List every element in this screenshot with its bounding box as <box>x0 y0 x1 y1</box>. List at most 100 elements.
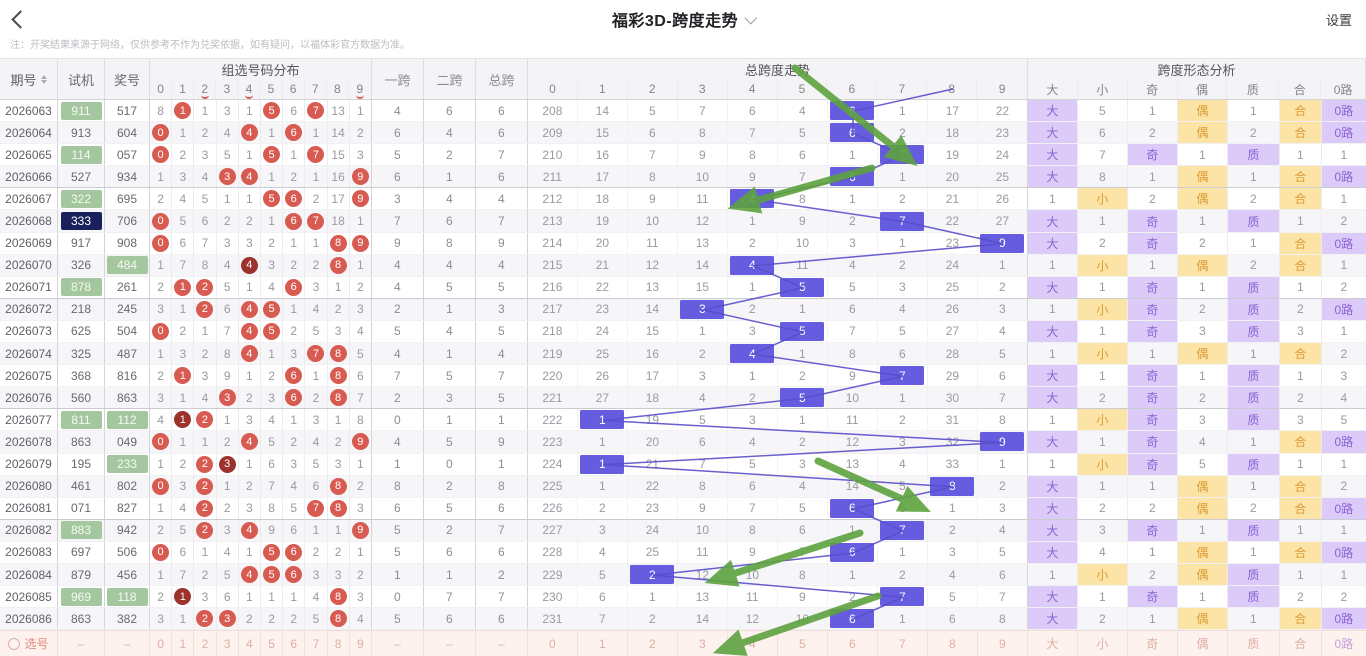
analysis-cell: 1 <box>1178 519 1228 541</box>
winning-digit-circle: 6 <box>285 212 303 230</box>
select-analysis-cell[interactable]: 合 <box>1280 631 1322 656</box>
shiji-cell: 218 <box>58 298 105 320</box>
analysis-cell: 奇 <box>1127 431 1178 453</box>
walk-cell: 2 <box>778 431 828 453</box>
dist-cell: 2 <box>150 519 173 541</box>
select-analysis-cell[interactable]: 奇 <box>1128 631 1178 656</box>
winning-digit-circle: 0 <box>152 124 170 142</box>
select-analysis-cell[interactable]: 0路 <box>1334 637 1354 651</box>
span-value-cell: 2 <box>476 563 528 586</box>
select-walk-digit[interactable]: 1 <box>578 631 628 656</box>
select-dist-digit[interactable]: 7 <box>305 631 328 656</box>
walk-cell: 2 <box>878 188 928 210</box>
select-analysis-cell[interactable]: 大 <box>1028 631 1078 656</box>
walk-cell: 225 <box>528 475 578 497</box>
select-walk-digit[interactable]: 6 <box>828 631 878 656</box>
dist-cell: 6 <box>283 100 306 122</box>
analysis-cell: 1 <box>1078 475 1128 497</box>
walk-cell: 1 <box>878 387 928 409</box>
analysis-cell: 质 <box>1227 453 1280 475</box>
table-row: 2026066 527 934 1 3 4 3 4 1 2 1 16 9 6 1 6 211 17 8 10 9 7 6 1 2… <box>0 166 1366 189</box>
walk-cell: 6 <box>728 475 778 497</box>
dist-cell: 9 <box>350 232 372 254</box>
span-hit-cell: 1 <box>580 410 625 430</box>
dist-cell: 1 <box>150 453 173 475</box>
span-value-cell: 4 <box>372 100 424 122</box>
back-button[interactable] <box>11 4 44 34</box>
analysis-cell: 2 <box>1340 589 1348 604</box>
winning-digit-circle: 0 <box>152 146 170 164</box>
select-dist-digit[interactable]: 5 <box>261 631 284 656</box>
analysis-cell: 1 <box>1340 191 1348 206</box>
dist-cell: 6 <box>217 586 239 608</box>
analysis-cell: 小 <box>1077 254 1128 276</box>
shiji-cell: 114 <box>58 144 105 166</box>
jiang-cell: 382 <box>105 608 150 630</box>
table-footer-row: 选号 – –0 1 2 3 4 5 6 7 8 9– – –0 1 2 3 4 5 6 7 8 9 大小奇偶质合 0路 <box>0 630 1366 656</box>
dist-cell: 1 <box>172 409 195 431</box>
dist-cell: 4 <box>239 166 261 188</box>
select-analysis-cell[interactable]: 小 <box>1078 631 1128 656</box>
walk-cell: 214 <box>528 232 578 254</box>
select-walk-digit[interactable]: 2 <box>628 631 678 656</box>
dist-cell: 6 <box>283 365 306 387</box>
walk-cell: 6 <box>828 497 878 519</box>
winning-digit-circle: 0 <box>152 477 170 495</box>
table-row: 2026085 969 118 2 1 3 6 1 1 1 4 8 3 0 7 7 230 6 1 13 11 9 2 7 5 7… <box>0 586 1366 609</box>
dist-cell: 2 <box>150 365 173 387</box>
walk-cell: 3 <box>678 365 728 387</box>
span-value-cell: 9 <box>476 232 528 254</box>
span-hit-cell: 7 <box>880 211 925 231</box>
select-walk-digit[interactable]: 8 <box>928 631 978 656</box>
span-value-cell: 5 <box>424 276 476 298</box>
analysis-cell: 1 <box>1228 608 1280 630</box>
dist-cell: 2 <box>217 210 239 232</box>
select-dist-digit[interactable]: 6 <box>283 631 306 656</box>
walk-cell: 12 <box>628 254 678 276</box>
walk-cell: 5 <box>878 475 928 497</box>
walk-cell: 1 <box>578 453 628 475</box>
dist-cell: 4 <box>305 431 328 453</box>
issue-cell: 2026065 <box>0 144 58 166</box>
winning-digit-circle: 4 <box>240 566 258 584</box>
dist-cell: 1 <box>350 210 372 232</box>
walk-cell: 4 <box>828 254 878 276</box>
winning-digit-circle: 1 <box>174 102 192 120</box>
span-value-cell: 6 <box>476 497 528 519</box>
walk-cell: 2 <box>978 276 1028 298</box>
select-dist-digit[interactable]: 9 <box>350 631 372 656</box>
select-walk-digit[interactable]: 7 <box>878 631 928 656</box>
select-dist-digit[interactable]: 3 <box>217 631 239 656</box>
shiji-cell: 811 <box>58 409 105 431</box>
issue-cell: 2026083 <box>0 541 58 563</box>
select-dist-digit[interactable]: 2 <box>194 631 217 656</box>
winning-digit-circle: 9 <box>351 521 369 539</box>
walk-cell: 24 <box>928 254 978 276</box>
walk-cell: 24 <box>628 519 678 541</box>
select-row-label[interactable]: 选号 <box>0 631 58 656</box>
issue-cell: 2026072 <box>0 298 58 320</box>
select-dist-digit[interactable]: 0 <box>150 631 173 656</box>
select-dist-digit[interactable]: 4 <box>239 631 261 656</box>
select-analysis-cell[interactable]: 质 <box>1228 631 1280 656</box>
select-analysis-cell[interactable]: 偶 <box>1178 631 1228 656</box>
select-dist-digit[interactable]: 8 <box>328 631 350 656</box>
select-walk-digit[interactable]: 9 <box>978 631 1028 656</box>
analysis-cell: 2 <box>1280 586 1322 608</box>
select-walk-digit[interactable]: 3 <box>678 631 728 656</box>
dist-cell: 7 <box>305 210 328 232</box>
select-dist-digit[interactable]: 1 <box>172 631 195 656</box>
walk-cell: 22 <box>928 210 978 232</box>
page-title[interactable]: 福彩3D-跨度走势 <box>612 7 758 31</box>
dist-cell: 1 <box>150 497 173 519</box>
walk-cell: 19 <box>928 144 978 166</box>
winning-digit-circle: 8 <box>329 389 347 407</box>
span-value-cell: 4 <box>372 276 424 298</box>
settings-button[interactable]: 设置 <box>1325 12 1352 28</box>
dist-cell: 7 <box>305 100 328 122</box>
col-header-issue[interactable]: 期号 <box>0 59 58 99</box>
jiang-cell: 112 <box>105 409 150 431</box>
select-walk-digit[interactable]: 0 <box>528 631 578 656</box>
select-walk-digit[interactable]: 5 <box>778 631 828 656</box>
select-walk-digit[interactable]: 4 <box>728 631 778 656</box>
